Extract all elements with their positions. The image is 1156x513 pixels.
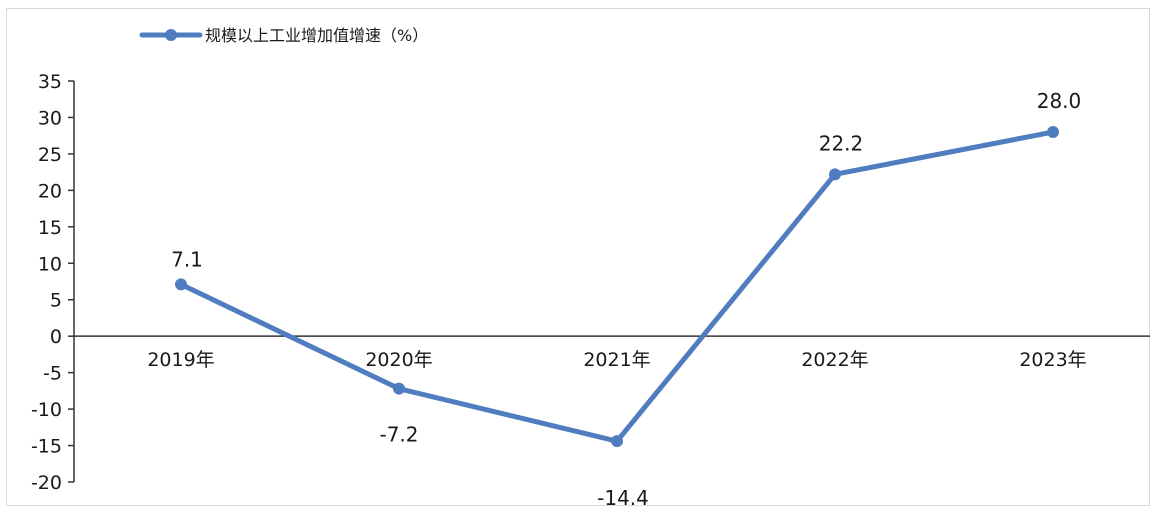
data-point — [175, 278, 187, 291]
y-ticks: 35 30 25 20 15 10 5 0 -5 -10 -15 -20 — [31, 71, 74, 494]
data-point — [829, 168, 841, 181]
y-tick-label: -20 — [31, 472, 62, 494]
chart-frame — [6, 8, 1150, 506]
legend: 规模以上工业增加值增速（%） — [139, 26, 428, 45]
data-labels: 7.1 -7.2 -14.4 22.2 28.0 — [171, 89, 1081, 510]
data-label: -14.4 — [597, 486, 649, 510]
y-tick-label: 15 — [38, 217, 62, 239]
category-label: 2021年 — [583, 349, 650, 371]
y-tick-label: 0 — [50, 326, 62, 348]
category-label: 2022年 — [801, 349, 868, 371]
y-tick-label: 5 — [50, 290, 62, 312]
category-label: 2023年 — [1019, 349, 1086, 371]
data-label: 22.2 — [819, 131, 864, 155]
series-line — [178, 129, 1056, 444]
y-tick-label: -15 — [31, 436, 62, 458]
y-tick-label: -10 — [31, 399, 62, 421]
legend-label: 规模以上工业增加值增速（%） — [205, 26, 428, 45]
y-tick-label: 25 — [38, 144, 62, 166]
legend-point-marker — [165, 29, 177, 41]
y-tick-label: 35 — [38, 71, 62, 93]
category-labels: 2019年 2020年 2021年 2022年 2023年 — [147, 349, 1086, 371]
data-points — [175, 126, 1059, 448]
data-label: 7.1 — [171, 247, 203, 271]
data-label: -7.2 — [379, 423, 418, 447]
category-label: 2019年 — [147, 349, 214, 371]
y-tick-label: 30 — [38, 107, 62, 129]
category-label: 2020年 — [365, 349, 432, 371]
data-point — [393, 382, 405, 395]
data-point — [1047, 126, 1059, 139]
data-point — [611, 435, 623, 448]
y-tick-label: -5 — [43, 363, 62, 385]
y-tick-label: 10 — [38, 253, 62, 275]
data-label: 28.0 — [1037, 89, 1082, 113]
y-tick-label: 20 — [38, 180, 62, 202]
